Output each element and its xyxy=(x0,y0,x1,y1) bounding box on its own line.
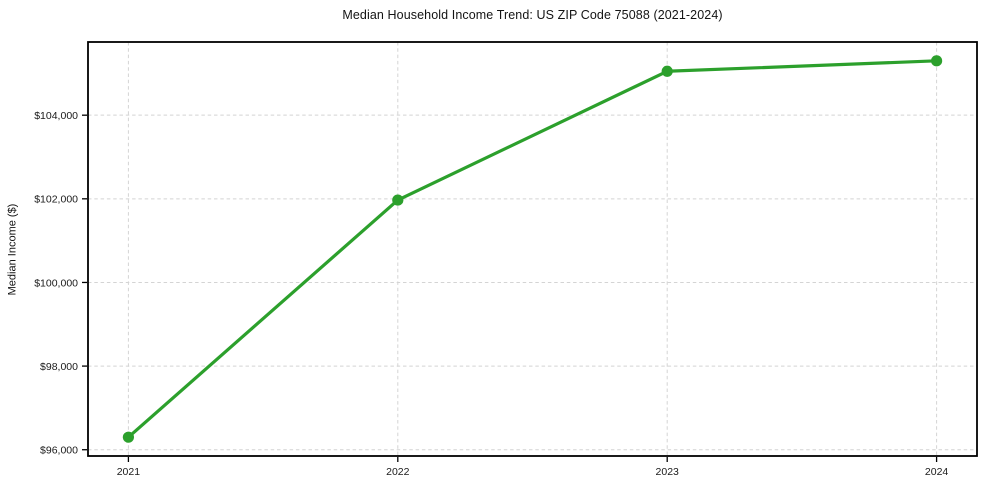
trend-line xyxy=(126,59,939,439)
chart-title: Median Household Income Trend: US ZIP Co… xyxy=(342,8,723,22)
plot-frame xyxy=(87,41,978,457)
x-tick-label: 2022 xyxy=(386,466,410,478)
x-tick-label: 2023 xyxy=(656,466,680,478)
data-point-2021 xyxy=(122,431,135,443)
x-tick-label: 2021 xyxy=(117,466,141,478)
data-point-2022 xyxy=(392,194,404,206)
y-tick-label: $102,000 xyxy=(34,194,78,206)
y-tick-label: $96,000 xyxy=(40,445,78,457)
y-tick-label: $104,000 xyxy=(34,110,78,122)
x-tick-label: 2024 xyxy=(925,466,949,478)
y-tick-label: $100,000 xyxy=(34,277,78,289)
y-tick-label: $98,000 xyxy=(40,361,78,373)
data-point-2024 xyxy=(930,55,943,67)
data-point-2023 xyxy=(661,65,673,77)
